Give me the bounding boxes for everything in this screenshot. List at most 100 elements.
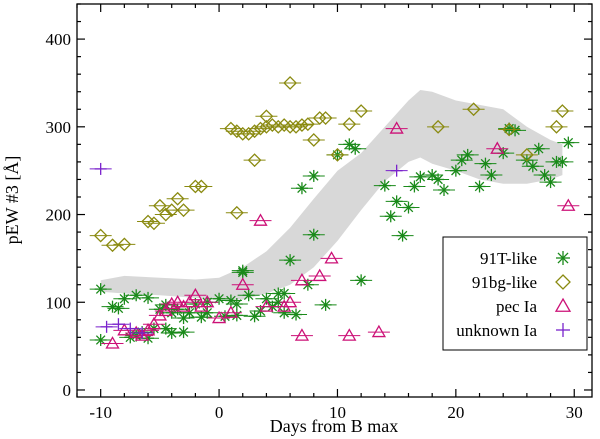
data-point	[403, 180, 426, 193]
data-point	[290, 328, 313, 341]
plot-frame	[76, 3, 593, 398]
data-point	[142, 316, 165, 330]
data-point	[515, 147, 538, 162]
data-point	[551, 155, 574, 168]
legend-label-91bg: 91bg-like	[472, 273, 537, 292]
data-point	[557, 198, 580, 211]
data-point	[338, 328, 361, 341]
data-point	[89, 333, 112, 346]
data-point	[237, 289, 260, 302]
data-point	[184, 287, 207, 301]
data-point	[397, 201, 420, 214]
data-point	[148, 198, 171, 213]
data-point	[379, 210, 402, 223]
y-tick-label: 400	[46, 30, 72, 49]
data-point	[95, 320, 118, 333]
data-point	[308, 268, 331, 282]
data-point	[350, 274, 373, 287]
data-point	[131, 326, 154, 339]
legend-label-91t: 91T-like	[480, 249, 537, 268]
data-points-layer	[89, 76, 580, 349]
data-point	[255, 292, 278, 305]
data-point	[320, 251, 343, 264]
series-91bg-like	[89, 76, 574, 253]
data-point	[290, 273, 313, 286]
x-tick-label: -10	[89, 403, 112, 422]
data-point	[273, 306, 296, 319]
data-point	[545, 119, 568, 134]
legend-marker-91t-like	[556, 251, 570, 265]
x-axis-title: Days from B max	[270, 416, 398, 436]
data-point	[89, 162, 112, 175]
data-point	[338, 117, 361, 132]
y-axis-title: pEW #3 [Å]	[2, 156, 22, 245]
data-point	[539, 176, 562, 189]
data-point	[480, 169, 503, 182]
data-point	[296, 117, 319, 132]
data-point	[427, 173, 450, 186]
data-point	[137, 214, 160, 229]
data-point	[219, 305, 242, 318]
data-point	[290, 182, 313, 195]
data-point	[302, 133, 325, 147]
data-point	[113, 323, 136, 336]
data-point	[486, 141, 509, 154]
data-point	[533, 169, 556, 182]
x-tick-label: 10	[329, 403, 346, 422]
data-point	[273, 287, 296, 300]
legend-marker-pec-ia	[554, 297, 572, 312]
data-point	[279, 294, 302, 308]
data-point	[314, 298, 337, 311]
legend-marker-unknown-ia	[556, 323, 570, 337]
data-point	[391, 229, 414, 242]
data-point	[237, 126, 260, 141]
data-point	[557, 136, 580, 149]
data-point	[208, 310, 231, 324]
data-point	[160, 296, 183, 310]
data-point	[427, 119, 450, 134]
data-point	[385, 195, 408, 208]
legend-marker-91bg-like	[555, 274, 571, 290]
data-point	[326, 147, 349, 162]
legend-label-unknown: unknown Ia	[456, 321, 537, 340]
legend: 91T-like 91bg-like pec Ia unknown Ia	[442, 236, 588, 351]
data-point	[521, 160, 544, 173]
y-tick-label: 100	[46, 293, 72, 312]
data-point	[142, 216, 165, 231]
data-point	[196, 306, 219, 319]
data-point	[89, 283, 112, 296]
data-point	[462, 102, 485, 117]
data-point	[456, 148, 479, 161]
x-tick-label: 30	[566, 403, 583, 422]
data-point	[285, 308, 308, 321]
data-point	[225, 205, 248, 220]
data-point	[314, 111, 337, 125]
data-point	[302, 169, 325, 182]
data-point	[172, 203, 195, 218]
data-point	[160, 326, 183, 339]
data-point	[113, 237, 136, 252]
data-point	[338, 138, 361, 151]
data-point	[208, 292, 231, 305]
data-point	[255, 109, 278, 124]
data-point	[107, 318, 130, 331]
data-point	[113, 292, 136, 305]
x-tick-label: 0	[215, 403, 224, 422]
data-point	[450, 154, 473, 167]
data-point	[225, 298, 248, 311]
data-point	[137, 291, 160, 304]
data-point	[107, 302, 130, 315]
legend-markers	[554, 251, 572, 337]
data-point	[101, 336, 124, 349]
data-point	[249, 213, 272, 226]
data-point	[137, 323, 160, 336]
data-point	[154, 303, 177, 317]
data-point	[373, 179, 396, 192]
data-point	[231, 264, 254, 277]
data-point	[385, 121, 408, 134]
data-point	[468, 180, 491, 193]
dispersion-band	[100, 90, 563, 300]
legend-label-pec: pec Ia	[496, 297, 538, 316]
y-tick-label: 300	[46, 118, 72, 137]
